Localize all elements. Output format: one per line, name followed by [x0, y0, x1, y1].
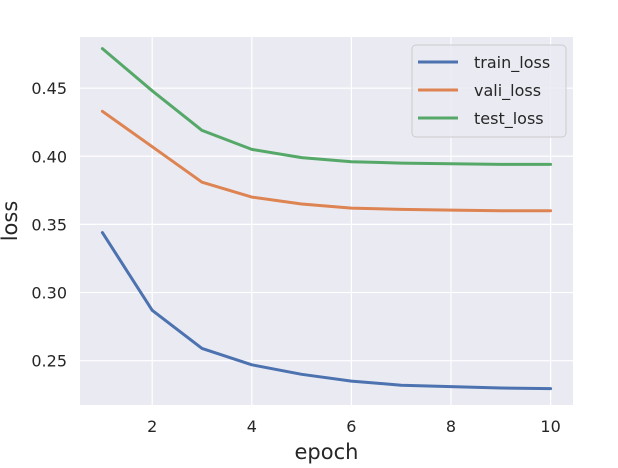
series-line-vali-loss — [100, 109, 553, 213]
x-tick-label: 8 — [446, 417, 456, 436]
x-axis-label: epoch — [295, 440, 359, 464]
x-tick-label: 2 — [147, 417, 157, 436]
y-tick-label: 0.35 — [31, 215, 67, 234]
y-tick-label: 0.25 — [31, 352, 67, 371]
x-tick-label: 4 — [247, 417, 257, 436]
legend-label: test_loss — [474, 109, 544, 129]
y-tick-label: 0.45 — [31, 79, 67, 98]
x-tick-label: 6 — [346, 417, 356, 436]
legend-label: train_loss — [474, 53, 550, 73]
legend: train_loss vali_loss test_loss — [411, 44, 567, 138]
y-tick-label: 0.40 — [31, 147, 67, 166]
series-line-train-loss — [100, 231, 553, 391]
tick-labels: 2 4 6 8 10 0.25 0.30 0.35 0.40 0.45 — [31, 79, 560, 436]
legend-label: vali_loss — [474, 81, 541, 101]
series-line-test-loss — [100, 47, 553, 166]
y-tick-label: 0.30 — [31, 284, 67, 303]
series-layer — [100, 47, 553, 391]
y-axis-label: loss — [0, 201, 22, 242]
legend-box — [411, 44, 567, 138]
x-tick-label: 10 — [540, 417, 560, 436]
